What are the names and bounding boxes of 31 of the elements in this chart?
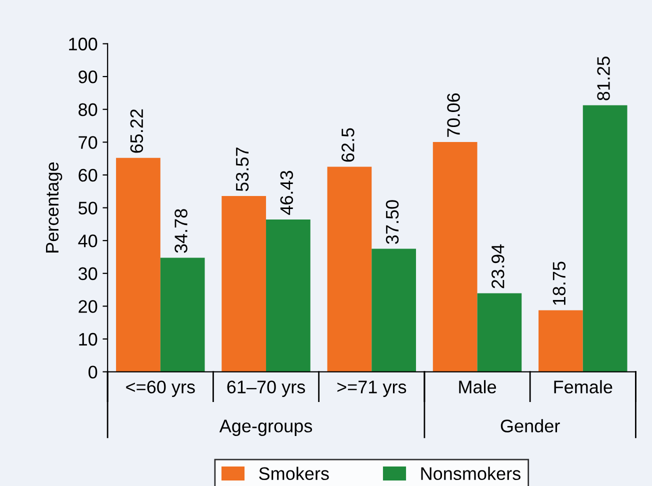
legend-label: Smokers bbox=[259, 466, 329, 480]
data-label: 53.57 bbox=[236, 148, 249, 192]
data-label: 62.5 bbox=[342, 128, 354, 162]
text: Gender bbox=[500, 419, 560, 432]
y-tick-label: 50 bbox=[78, 202, 98, 214]
y-tick-label: 90 bbox=[78, 70, 98, 84]
data-label: 37.50 bbox=[386, 200, 399, 244]
y-tick-label: 40 bbox=[78, 234, 98, 248]
data-label: 34.78 bbox=[174, 209, 188, 253]
x-tick-label: 61–70 yrs bbox=[227, 380, 306, 397]
x-tick-label: >=71 yrs bbox=[337, 380, 406, 397]
data-label: 65.22 bbox=[130, 109, 144, 153]
x-tick-label: <=60 yrs bbox=[126, 380, 195, 397]
data-label: 46.43 bbox=[280, 170, 294, 215]
data-label: 70.06 bbox=[447, 93, 460, 137]
data-label: 23.94 bbox=[492, 244, 504, 288]
x-tick-label: Female bbox=[554, 380, 612, 394]
y-tick-label: 30 bbox=[78, 267, 98, 280]
x-tick-label: Male bbox=[459, 380, 496, 394]
y-tick-label: 70 bbox=[78, 136, 98, 149]
legend-label: Nonsmokers bbox=[421, 466, 520, 480]
text: Age-groups bbox=[219, 420, 312, 436]
y-tick-label: 20 bbox=[78, 300, 98, 313]
data-label: 18.75 bbox=[552, 262, 566, 305]
y-tick-label: 80 bbox=[78, 103, 98, 116]
y-tick-label: 60 bbox=[78, 168, 98, 182]
y-tick-label: 0 bbox=[88, 366, 98, 379]
data-label: 81.25 bbox=[597, 56, 610, 100]
y-tick-label: 10 bbox=[79, 332, 98, 346]
y-tick-label: 100 bbox=[69, 38, 98, 50]
y-axis-title: Percentage bbox=[46, 162, 62, 252]
